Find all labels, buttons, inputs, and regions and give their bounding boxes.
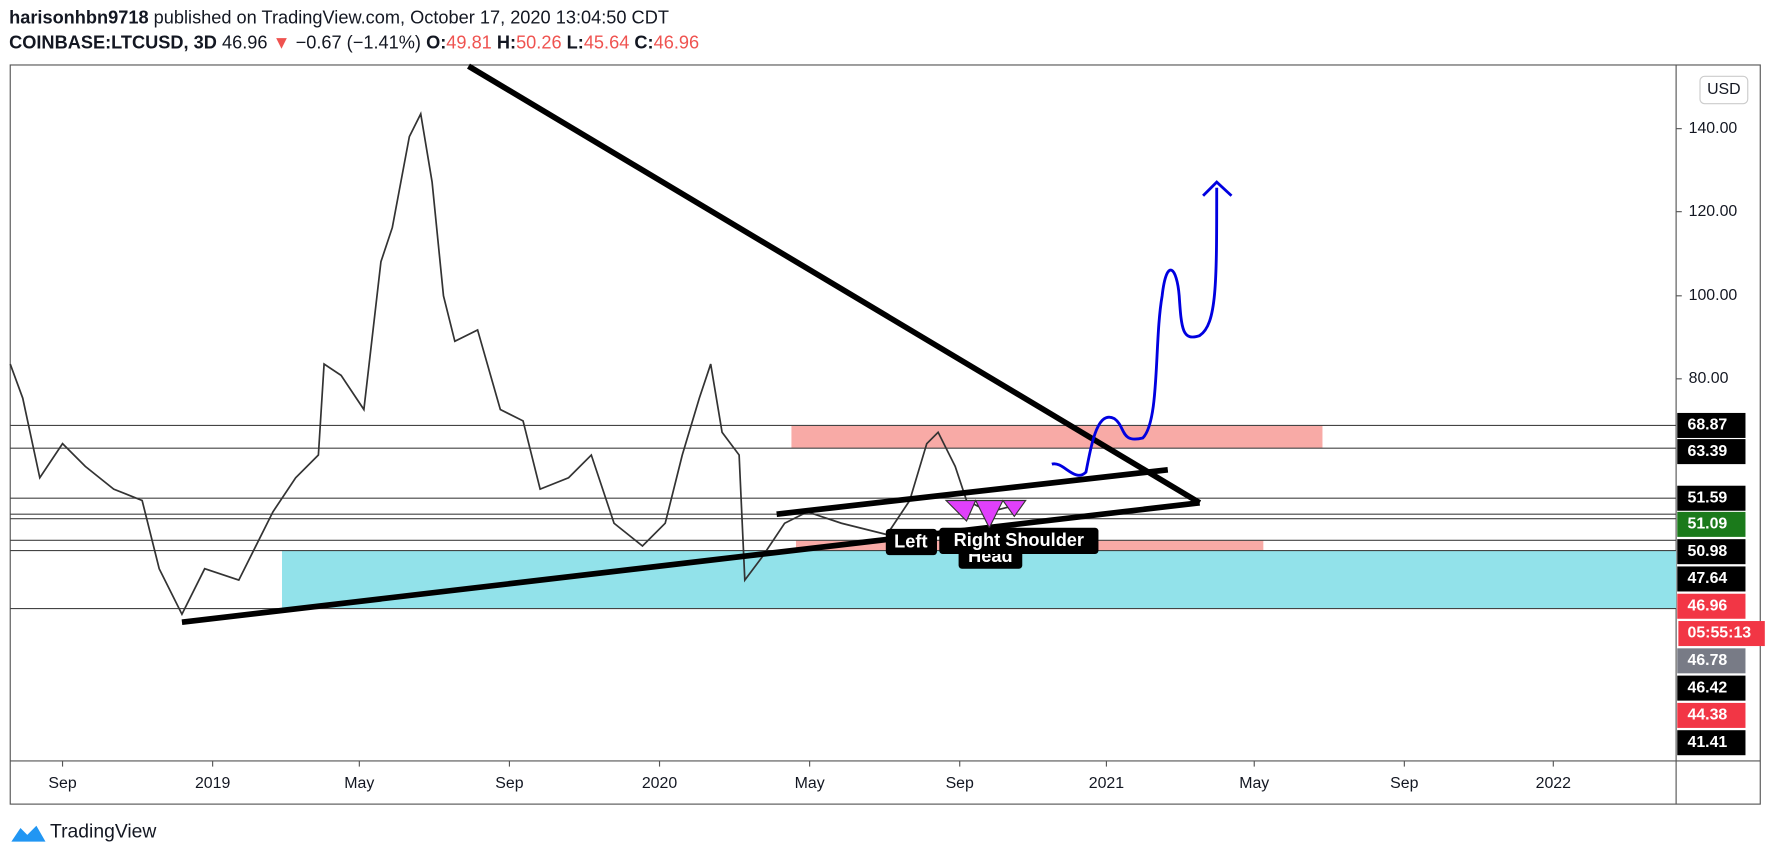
footer-brand: TradingView [50,822,156,843]
low-label: L: [567,32,584,52]
symbol: COINBASE:LTCUSD, 3D [9,32,217,52]
symbol-line: COINBASE:LTCUSD, 3D 46.96 ▼ −0.67 (−1.41… [9,32,699,52]
price-tag [1677,566,1746,592]
footer: TradingView [11,822,156,843]
time-label: May [344,775,374,792]
price-sketch [9,111,1013,617]
close: 46.96 [654,32,700,52]
time-label: 2021 [1089,775,1125,792]
price-tag [1677,511,1746,537]
price-tag [1677,412,1746,438]
price-label: 120.00 [1689,203,1738,220]
frame [9,64,1761,805]
time-label: Sep [1390,775,1418,792]
high: 50.26 [516,32,562,52]
logo [11,825,46,842]
time-label: Sep [946,775,974,792]
time-label: Sep [48,775,76,792]
time-label: May [1239,775,1269,792]
price-label: 100.00 [1689,287,1738,304]
price-tag-label: 46.96 [1687,597,1727,614]
down-arrow: ▼ [268,32,296,52]
price-tag-label: 51.59 [1687,489,1727,506]
price-tag-label: 44.38 [1687,707,1727,724]
price-tag-label: 51.09 [1687,516,1727,533]
price-tag-label: 46.42 [1687,679,1727,696]
price-tag-label: 47.64 [1687,570,1727,587]
open: 49.81 [446,32,492,52]
price-tag-label: 63.39 [1687,443,1727,460]
right-box [939,527,1099,554]
uptrend-line [181,499,1200,625]
high-label: H: [497,32,516,52]
drawings: Head Left Right Shoulder [9,63,1677,625]
header: harisonhbn9718 published on TradingView.… [9,7,699,52]
price-tag-label: 50.98 [1687,543,1727,560]
time-label: Sep [495,775,523,792]
price-tag [1678,621,1765,647]
time-label: 2020 [642,775,678,792]
price-tag-label: 05:55:13 [1687,625,1751,642]
header-line: harisonhbn9718 published on TradingView.… [9,7,669,27]
price-tag [1677,539,1746,565]
time-label: May [795,775,825,792]
published: published on TradingView.com, October 17… [154,7,669,27]
time-label: 2022 [1536,775,1572,792]
projection-path [1051,180,1233,477]
price-tag-label: 68.87 [1687,417,1727,434]
price-tag [1677,702,1746,728]
downtrend-line [467,63,1202,506]
price-label: 140.00 [1689,120,1738,137]
close-label: C: [634,32,653,52]
price-tag [1677,675,1746,701]
time-label: 2019 [195,775,231,792]
price-tag [1677,485,1746,511]
left-box [885,528,937,556]
price-tag [1677,593,1746,619]
channel-line [776,466,1169,517]
author: harisonhbn9718 [9,7,148,27]
pattern [944,499,1027,530]
price-tag-label: 41.41 [1687,734,1727,751]
change: −0.67 (−1.41%) [296,32,421,52]
resistance-zone [791,425,1323,449]
price-tag [1677,439,1746,465]
annotation: Left [894,531,927,551]
low: 45.64 [584,32,630,52]
price-tag [1677,648,1746,674]
price-label: 80.00 [1689,370,1729,387]
open-label: O: [426,32,446,52]
axes: 140.00 120.00 100.00 80.00 68.87 63.39 51.59 51… [48,120,1765,792]
price-tag-label: 46.78 [1687,652,1727,669]
currency[interactable]: USD [1707,81,1741,98]
price-tag [1677,730,1746,756]
annotation: Right Shoulder [954,530,1084,550]
price: 46.96 [222,32,268,52]
currency-button[interactable] [1699,75,1749,105]
